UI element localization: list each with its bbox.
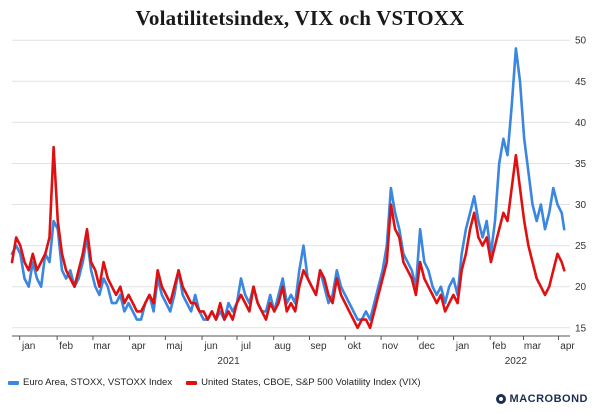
chart-title: Volatilitetsindex, VIX och VSTOXX <box>135 6 465 30</box>
x-tick-label-dec-11: dec <box>419 341 435 352</box>
series-line-vix <box>10 145 566 330</box>
legend-label-vstoxx: Euro Area, STOXX, VSTOXX Index <box>23 377 173 388</box>
grid-lines <box>12 39 570 329</box>
legend-label-vix: United States, CBOE, S&P 500 Volatility … <box>201 377 421 388</box>
macrobond-logo: MACROBOND <box>495 393 588 405</box>
x-tick-label-feb-13: feb <box>492 341 506 352</box>
macrobond-logo-text: MACROBOND <box>509 393 588 405</box>
x-tick-label-apr-3: apr <box>131 341 146 352</box>
x-tick-label-mar-2: mar <box>93 341 111 352</box>
y-axis-ticks: 15 20 25 30 35 40 45 50 <box>575 36 587 335</box>
x-tick-label-jun-5: jun <box>203 341 217 352</box>
year-label-2021: 2021 <box>217 356 240 367</box>
y-tick-label-20: 20 <box>575 282 587 293</box>
legend: Euro Area, STOXX, VSTOXX Index United St… <box>8 377 435 388</box>
x-tick-label-nov-10: nov <box>382 341 398 352</box>
x-tick-label-sep-8: sep <box>310 341 327 352</box>
x-tick-label-apr-15: apr <box>560 341 575 352</box>
y-tick-label-25: 25 <box>575 241 587 252</box>
legend-item-vix: United States, CBOE, S&P 500 Volatility … <box>186 377 421 388</box>
x-tick-label-feb-1: feb <box>59 341 73 352</box>
y-tick-label-15: 15 <box>575 323 587 334</box>
series-lines <box>10 47 566 330</box>
y-tick-label-40: 40 <box>575 118 587 129</box>
y-tick-label-50: 50 <box>575 36 587 47</box>
legend-swatch-vix <box>186 380 198 385</box>
y-tick-label-45: 45 <box>575 77 587 88</box>
macrobond-logo-icon <box>495 394 506 404</box>
x-tick-label-jan-0: jan <box>21 341 35 352</box>
y-tick-label-30: 30 <box>575 200 587 211</box>
year-label-2022: 2022 <box>505 356 528 367</box>
x-tick-label-jul-6: jul <box>240 341 251 352</box>
x-tick-label-aug-7: aug <box>274 341 291 352</box>
x-tick-label-jan-12: jan <box>455 341 469 352</box>
x-tick-label-maj-4: maj <box>166 341 182 352</box>
x-axis: jan feb mar apr maj jun jul aug sep okt nov dec jan f… <box>12 335 575 367</box>
series-line-vstoxx <box>10 47 566 321</box>
y-tick-label-35: 35 <box>575 159 587 170</box>
legend-item-vstoxx: Euro Area, STOXX, VSTOXX Index <box>8 377 172 388</box>
x-tick-label-mar-14: mar <box>524 341 542 352</box>
x-tick-label-okt-9: okt <box>348 341 362 352</box>
legend-swatch-vstoxx <box>8 380 19 385</box>
